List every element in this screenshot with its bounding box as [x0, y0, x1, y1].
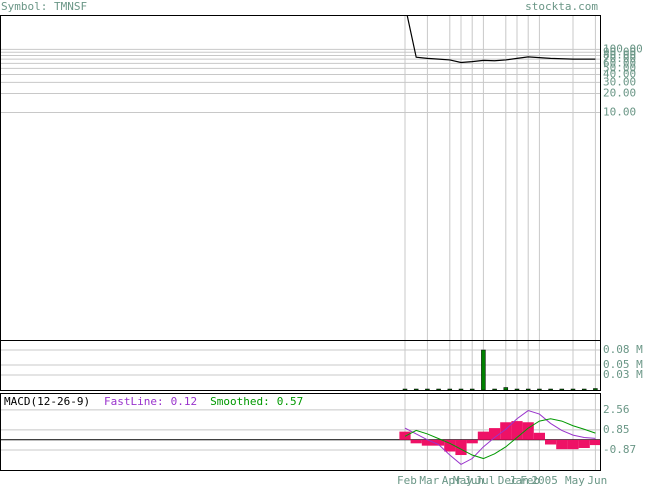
y-tick-label: 80.00: [603, 48, 636, 61]
mark-layer: [0, 15, 601, 465]
symbol-label: Symbol: TMNSF: [1, 0, 87, 13]
y-tick-label: 0.03 M: [603, 368, 643, 381]
volume-frame: [0, 340, 601, 391]
volume-bar: [402, 388, 408, 391]
volume-bar: [469, 388, 475, 391]
volume-bar: [559, 388, 565, 391]
legend-value: 0.12: [171, 395, 198, 408]
grid-layer: [0, 15, 600, 470]
y-tick-label: 50.00: [603, 61, 636, 74]
x-tick-label: Apr: [442, 474, 462, 486]
y-tick-label: 40.00: [603, 67, 636, 80]
histogram-bar: [466, 439, 478, 444]
histogram-bar: [444, 439, 456, 452]
price-frame: [0, 15, 601, 341]
volume-bar: [413, 388, 419, 391]
x-tick-label: Feb: [520, 474, 540, 486]
y-tick-label: 60.00: [603, 56, 636, 69]
legend-name: FastLine:: [104, 395, 164, 408]
volume-bar: [581, 388, 587, 391]
x-tick-label: Feb: [397, 474, 417, 486]
x-tick-label: Jul: [475, 474, 495, 486]
y-tick-label: -0.87: [603, 443, 636, 456]
y-tick-label: 0.85: [603, 423, 630, 436]
y-tick-label: 70.00: [603, 52, 636, 65]
price-line: [406, 15, 596, 64]
y-tick-label: 10.00: [603, 106, 636, 119]
y-tick-label: 30.00: [603, 75, 636, 88]
volume-bar: [458, 388, 464, 391]
volume-bar: [492, 388, 497, 391]
x-tick-label: Jun: [587, 474, 607, 486]
volume-bar: [514, 388, 520, 391]
volume-bar: [436, 388, 441, 391]
x-tick-label: May: [565, 474, 585, 486]
histogram-bar: [589, 439, 601, 446]
volume-bar: [425, 388, 430, 391]
y-tick-label: 0.08 M: [603, 343, 643, 356]
histogram-bar: [433, 439, 445, 446]
histogram-bar: [522, 422, 534, 440]
histogram-bar: [533, 432, 545, 440]
site-label: stockta.com: [525, 0, 598, 13]
volume-bar: [525, 388, 531, 391]
histogram-bar: [399, 431, 411, 440]
histogram-bar: [578, 439, 590, 448]
macd-frame: [0, 393, 601, 471]
volume-bar: [593, 388, 598, 391]
y-tick-label: 20.00: [603, 87, 636, 100]
y-tick-label: 2.56: [603, 403, 630, 416]
macd-title: MACD(12-26-9): [4, 395, 90, 408]
x-tick-label: 2005: [531, 474, 558, 486]
histogram-bar: [421, 439, 433, 446]
histogram-bar: [500, 422, 512, 440]
histogram-bar: [545, 439, 557, 445]
x-tick-label: May: [453, 474, 473, 486]
x-tick-label: Mar: [419, 474, 439, 486]
volume-bar: [447, 388, 453, 391]
x-tick-label: Dec: [498, 474, 518, 486]
macd-line: [404, 418, 596, 460]
x-tick-label: Jan: [509, 474, 529, 486]
volume-bar: [503, 387, 509, 391]
volume-bar: [548, 388, 553, 391]
histogram-bar: [455, 439, 467, 456]
histogram-bar: [477, 431, 489, 440]
histogram-bar: [556, 439, 568, 450]
volume-bar: [481, 349, 486, 391]
legend-name: Smoothed:: [210, 395, 270, 408]
volume-bar: [570, 388, 576, 391]
x-tick-label: Jun: [464, 474, 484, 486]
legend-value: 0.57: [277, 395, 304, 408]
volume-bar: [537, 388, 542, 391]
y-tick-label: 90.00: [603, 45, 636, 58]
histogram-bar: [567, 439, 579, 450]
y-tick-label: 0.05 M: [603, 358, 643, 371]
macd-line: [404, 410, 596, 465]
histogram-bar: [489, 428, 501, 440]
y-tick-label: 100.00: [603, 42, 643, 55]
histogram-bar: [511, 421, 523, 440]
histogram-bar: [410, 439, 422, 444]
